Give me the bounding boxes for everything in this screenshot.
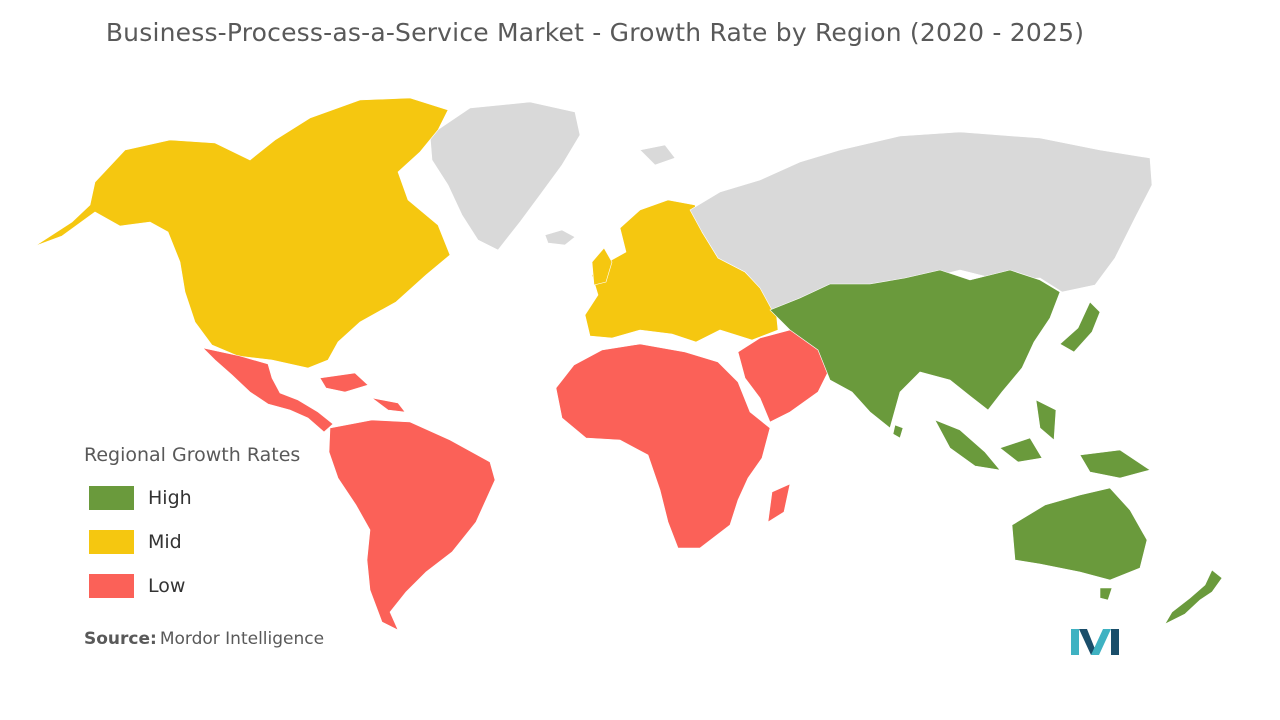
region-uk xyxy=(591,247,613,286)
region-middle-east xyxy=(737,329,829,423)
region-north-america xyxy=(34,97,451,369)
chart-title: Business-Process-as-a-Service Market - G… xyxy=(105,18,1085,47)
region-sri-lanka xyxy=(892,424,904,439)
legend-swatch-mid xyxy=(89,530,134,554)
region-madagascar xyxy=(767,483,791,523)
legend-swatch-high xyxy=(89,486,134,510)
legend-label-low: Low xyxy=(148,575,186,597)
legend: Regional Growth Rates High Mid Low xyxy=(84,444,300,616)
legend-item-high: High xyxy=(84,484,300,512)
region-japan xyxy=(1059,301,1101,353)
legend-item-mid: Mid xyxy=(84,528,300,556)
region-central-america xyxy=(202,347,334,433)
legend-label-mid: Mid xyxy=(148,531,182,553)
region-tasmania xyxy=(1099,587,1113,601)
region-svalbard xyxy=(639,144,676,166)
region-russia xyxy=(689,131,1153,311)
source-note: Source: Mordor Intelligence xyxy=(84,629,324,649)
region-greenland xyxy=(429,101,581,251)
source-text: Mordor Intelligence xyxy=(159,629,325,649)
region-south-america xyxy=(328,419,496,631)
legend-item-low: Low xyxy=(84,572,300,600)
legend-label-high: High xyxy=(148,487,192,509)
region-africa xyxy=(555,343,771,549)
region-new-zealand xyxy=(1164,569,1223,625)
region-caribbean xyxy=(319,372,406,413)
mordor-intelligence-logo xyxy=(1071,629,1119,655)
region-asia xyxy=(769,269,1061,429)
legend-swatch-low xyxy=(89,574,134,598)
source-prefix: Source: xyxy=(84,629,157,649)
region-iceland xyxy=(544,229,576,246)
legend-title: Regional Growth Rates xyxy=(84,444,301,466)
region-southeast-asia-islands xyxy=(934,399,1151,479)
region-australia xyxy=(1011,487,1148,581)
